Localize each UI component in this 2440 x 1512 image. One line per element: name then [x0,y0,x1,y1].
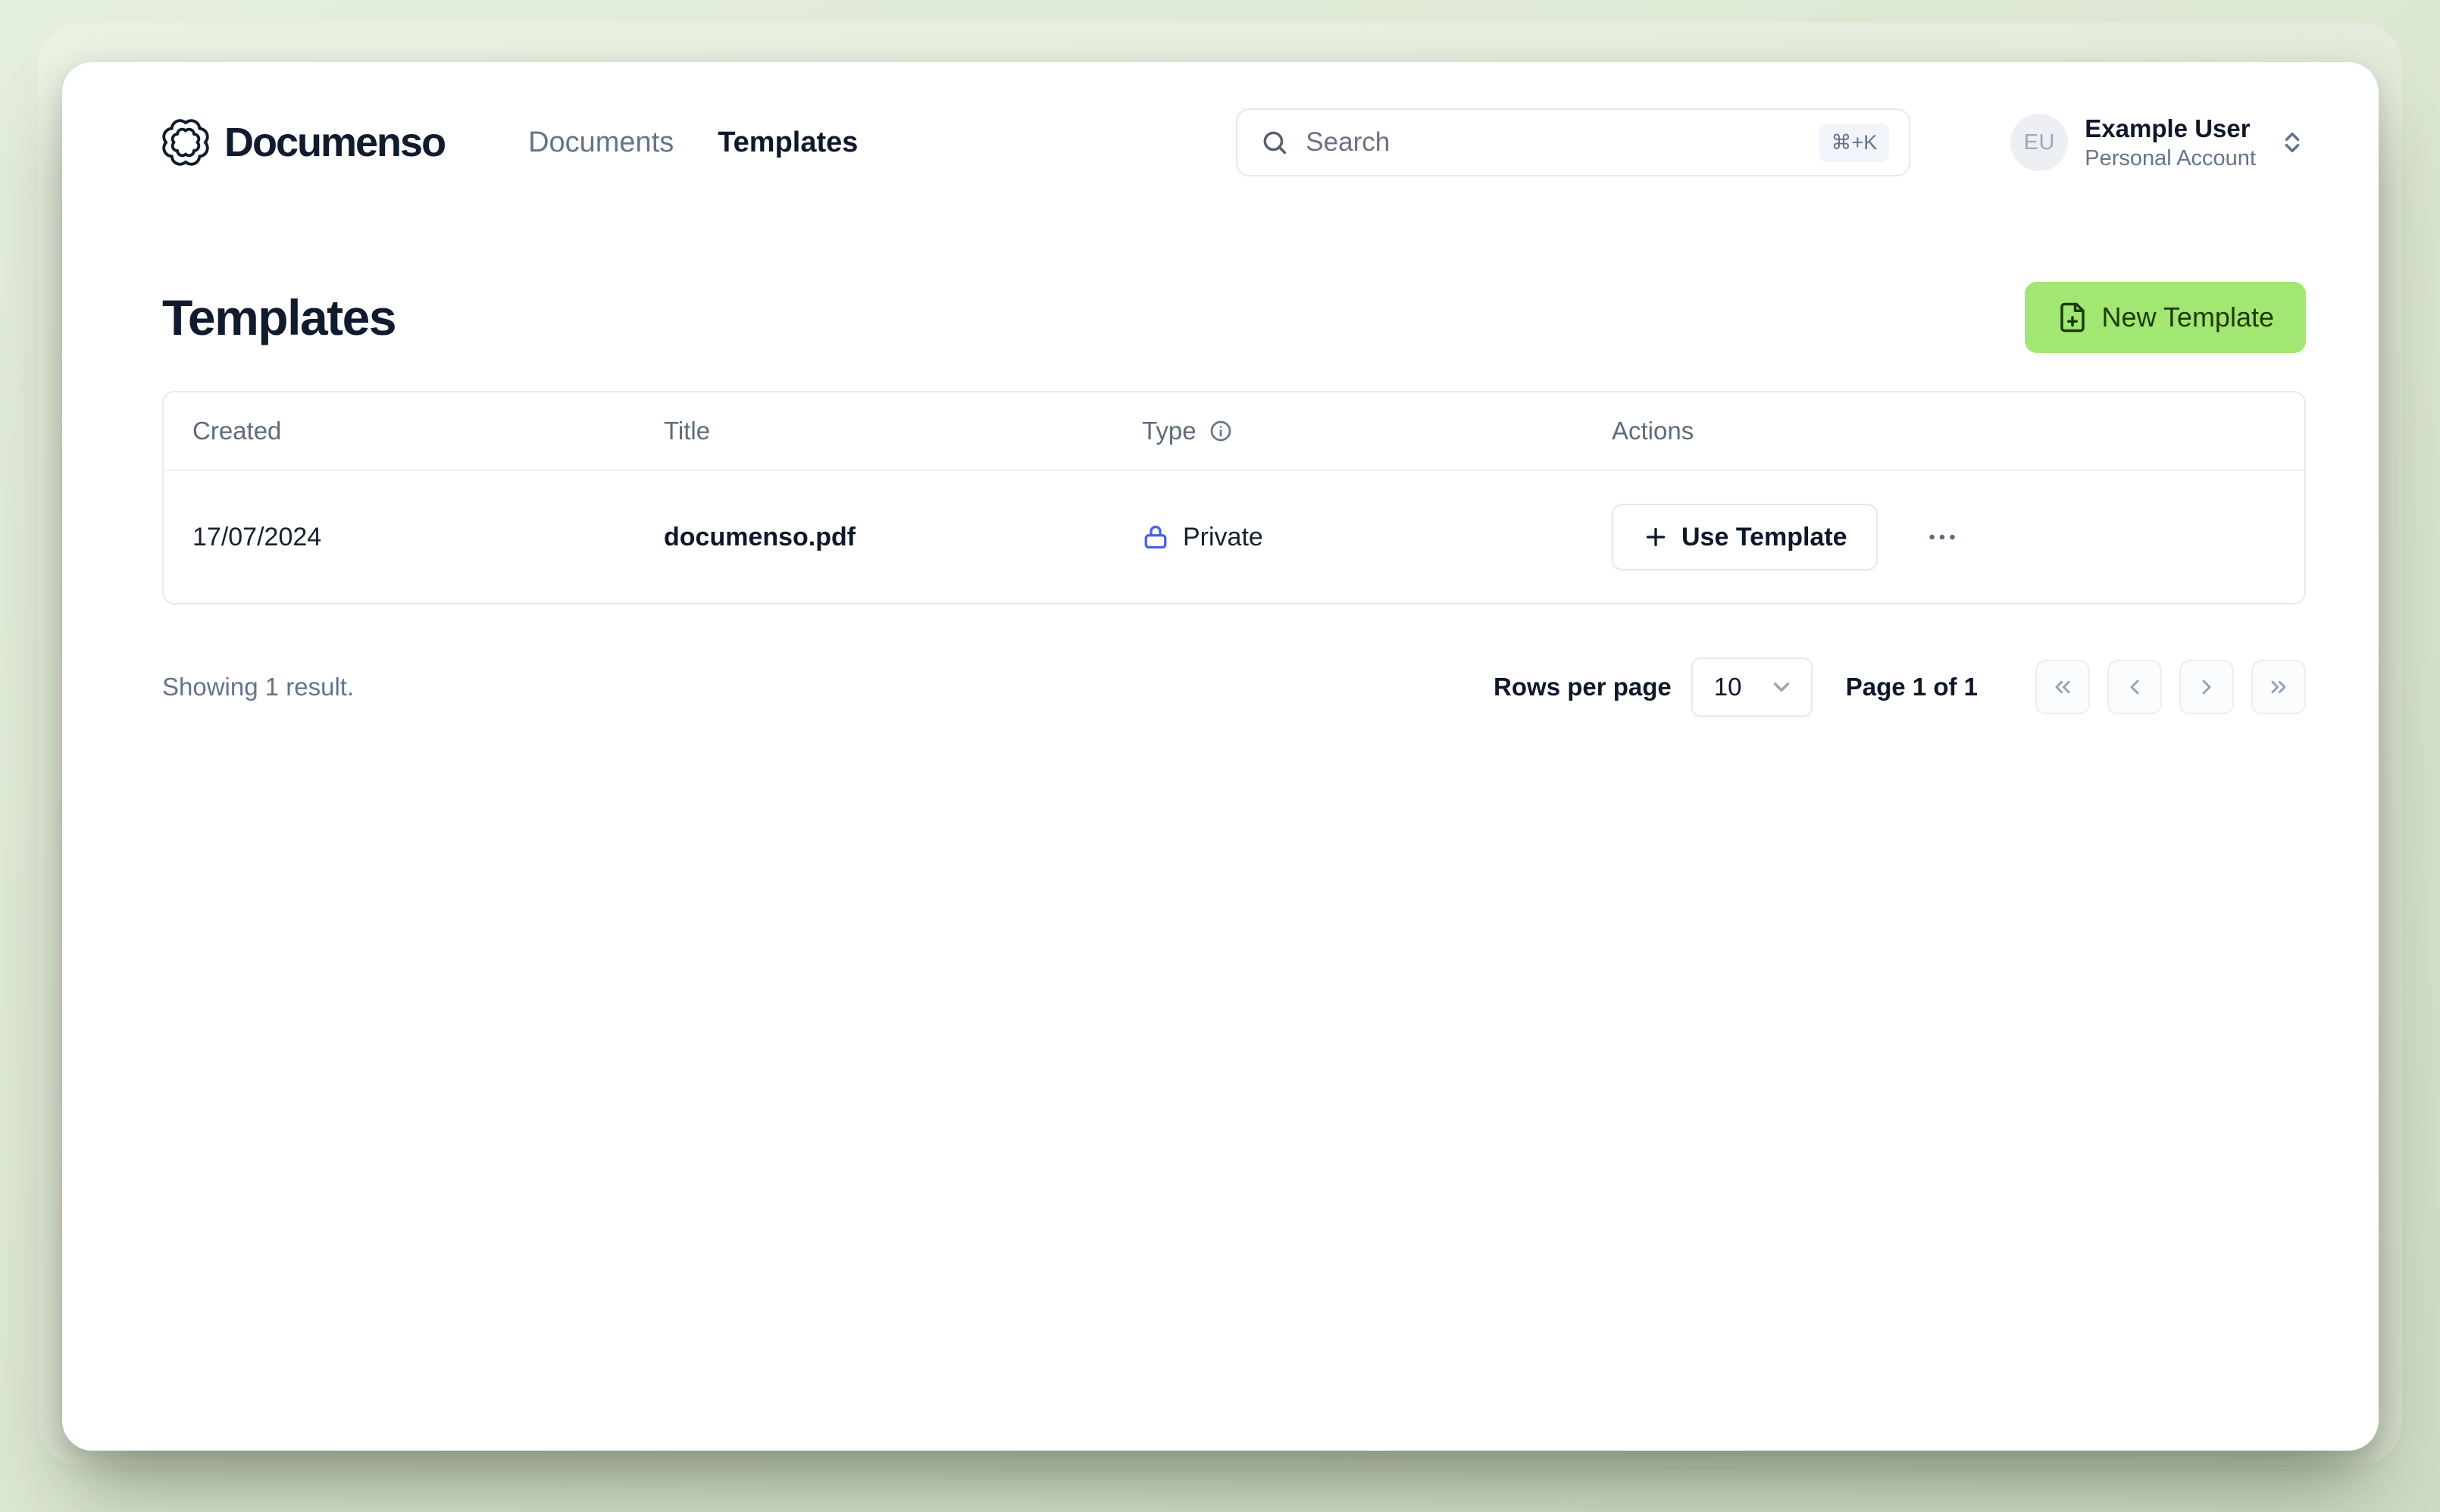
chevron-left-icon [2130,679,2139,695]
column-header-actions: Actions [1612,417,1694,445]
new-template-button[interactable]: New Template [2024,282,2306,353]
table-header-row: Created Title Type Actions [164,392,2304,471]
search-icon [1263,131,1287,155]
previous-page-button[interactable] [2107,660,2162,714]
user-name: Example User [2085,114,2251,143]
user-info: Example User Personal Account [2085,113,2256,172]
chevrons-right-icon [2271,680,2286,694]
plus-icon [1646,527,1666,547]
lock-icon [1144,525,1167,549]
app-header: Documenso Documents Templates ⌘+K EU Exa… [162,105,2306,180]
search-input[interactable] [1306,127,1803,158]
search-bar[interactable]: ⌘+K [1236,108,1911,177]
results-summary: Showing 1 result. [162,673,355,701]
brand-name: Documenso [224,120,446,165]
ellipsis-icon [1929,534,1955,540]
keyboard-shortcut-badge: ⌘+K [1819,123,1890,162]
chevron-right-icon [2202,679,2211,695]
user-account-type: Personal Account [2085,145,2256,170]
new-template-label: New Template [2101,301,2274,333]
brand-logo[interactable]: Documenso [162,119,446,166]
cell-created: 17/07/2024 [192,522,322,551]
use-template-button[interactable]: Use Template [1612,504,1878,570]
nav-item-templates[interactable]: Templates [718,126,859,158]
page-title: Templates [162,289,397,345]
first-page-button[interactable] [2035,660,2090,714]
column-header-type: Type [1113,417,1583,445]
table-row: 17/07/2024 documenso.pdf Private Use Tem… [164,471,2304,603]
chevrons-up-down-icon [2285,132,2300,153]
pager [2035,660,2306,714]
pagination-controls: Rows per page 10 Page 1 of 1 [1494,658,2306,717]
cell-title: documenso.pdf [664,522,856,551]
user-menu[interactable]: EU Example User Personal Account [2010,113,2306,172]
templates-table: Created Title Type Actions 17/07/2024 do… [162,391,2306,604]
documenso-rosette-icon [162,119,209,166]
next-page-button[interactable] [2179,660,2234,714]
use-template-label: Use Template [1681,522,1847,551]
rows-per-page-label: Rows per page [1494,673,1672,701]
type-label: Private [1183,522,1263,551]
main-nav: Documents Templates [528,127,858,159]
row-options-button[interactable] [1917,512,1967,562]
file-plus-icon [2060,302,2085,333]
last-page-button[interactable] [2251,660,2306,714]
table-footer: Showing 1 result. Rows per page 10 Page … [162,658,2306,717]
app-card: Documenso Documents Templates ⌘+K EU Exa… [62,62,2379,1451]
rows-per-page-select[interactable]: 10 [1691,658,1813,717]
avatar: EU [2010,114,2069,171]
column-header-title: Title [664,417,711,445]
page-indicator: Page 1 of 1 [1845,673,1978,701]
rows-per-page-value: 10 [1713,673,1742,701]
column-header-created: Created [192,417,282,445]
cell-type: Private [1113,523,1583,552]
cell-actions: Use Template [1583,504,2304,570]
page-title-row: Templates New Template [162,282,2306,353]
nav-item-documents[interactable]: Documents [528,126,674,158]
info-icon[interactable] [1209,419,1233,443]
chevrons-left-icon [2055,680,2070,694]
chevron-down-icon [1773,683,1789,692]
